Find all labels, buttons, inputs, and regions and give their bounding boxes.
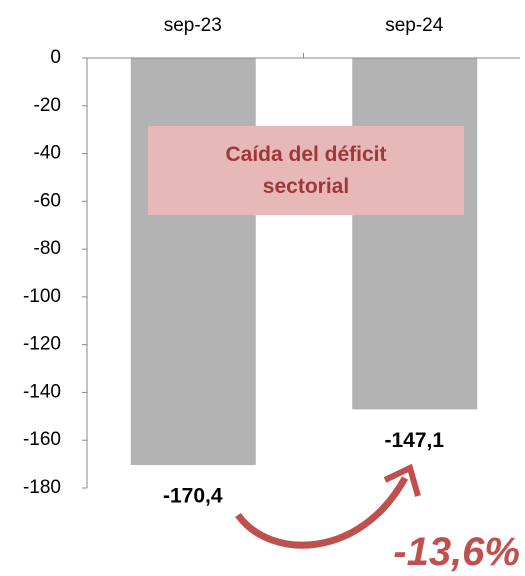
- y-tick-label: 0: [50, 47, 61, 68]
- y-tick-label: -20: [34, 95, 61, 116]
- bar: [130, 58, 256, 466]
- arrow-head: [383, 463, 421, 497]
- y-tick-label: -40: [34, 143, 61, 164]
- y-tick-label: -60: [34, 190, 61, 211]
- y-tick-label: -180: [23, 477, 61, 498]
- x-tick-label: sep-24: [385, 15, 444, 36]
- value-label: -170,4: [163, 485, 223, 508]
- y-tick-label: -100: [23, 286, 61, 307]
- bar: [352, 58, 478, 410]
- arrow: [235, 476, 409, 549]
- change-annotation: -13,6%: [393, 530, 520, 574]
- y-tick-label: -140: [23, 381, 61, 402]
- x-tick-label: sep-23: [164, 15, 222, 36]
- value-label: -147,1: [384, 429, 444, 452]
- y-tick-label: -120: [23, 334, 61, 355]
- annotation-box: Caída del déficit sectorial: [148, 126, 464, 215]
- y-tick-label: -80: [34, 238, 61, 259]
- y-tick-label: -160: [23, 429, 61, 450]
